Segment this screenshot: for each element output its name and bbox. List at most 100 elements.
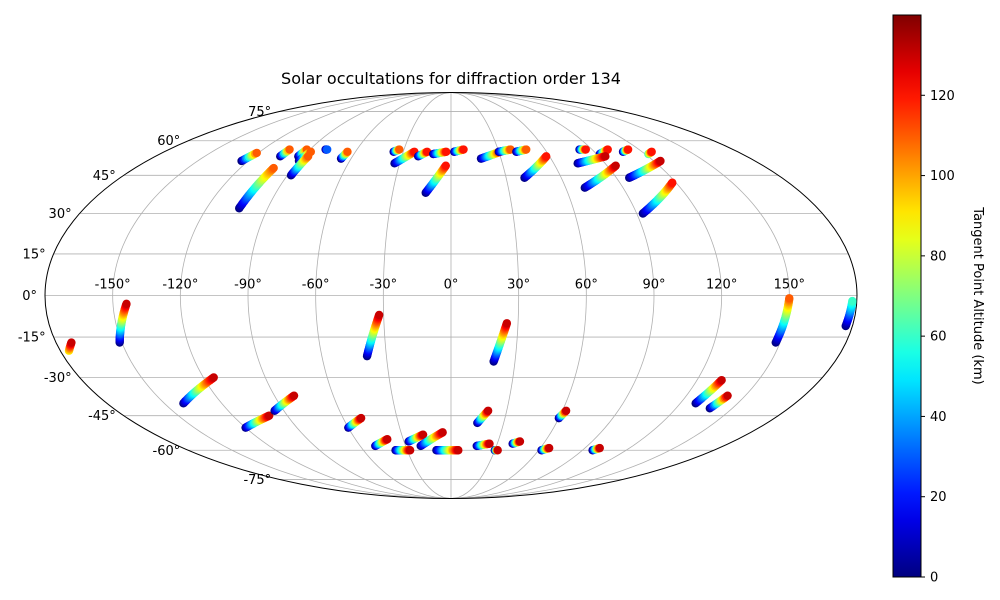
occultation-point (502, 319, 512, 328)
occultation-track (362, 310, 384, 361)
chart-title: Solar occultations for diffraction order… (281, 69, 621, 88)
occultation-point (601, 152, 610, 161)
occultation-track (841, 296, 857, 331)
occultation-track (554, 406, 571, 423)
occultation-point (522, 145, 531, 154)
occultation-point (454, 446, 463, 455)
longitude-tick-label: 90° (642, 278, 665, 293)
occultation-track (404, 430, 428, 446)
occultation-track (489, 319, 512, 366)
colorbar-label: Tangent Point Altitude (km) (970, 206, 985, 384)
occultation-point (581, 145, 590, 154)
occultation-point (356, 413, 366, 423)
occultation-point (289, 391, 299, 400)
occultation-point (493, 446, 502, 455)
occultation-track (270, 391, 299, 415)
latitude-tick-label: -60° (153, 444, 181, 459)
occultation-track (237, 148, 261, 166)
longitude-tick-label: 60° (575, 278, 598, 293)
occultation-track (494, 145, 515, 156)
occultation-point (252, 148, 261, 158)
occultation-point (67, 338, 76, 347)
occultation-points (64, 145, 857, 455)
latitude-tick-label: 0° (22, 289, 37, 304)
longitude-gridline (179, 92, 452, 499)
occultation-point (322, 145, 332, 154)
occultation-point (595, 443, 604, 453)
occultation-point (343, 147, 352, 156)
occultation-point (647, 147, 656, 156)
longitude-tick-label: 150° (774, 278, 805, 293)
occultation-track (705, 391, 732, 413)
occultation-track (573, 152, 610, 168)
occultation-track (421, 161, 450, 197)
colorbar-tick-label: 60 (930, 330, 947, 345)
occultation-track (537, 443, 554, 455)
occultation-point (485, 439, 494, 448)
occultation-point (656, 156, 665, 166)
occultation-point (442, 147, 451, 156)
occultation-point (848, 296, 857, 306)
occultation-track (241, 411, 274, 432)
occultation-point (374, 310, 384, 320)
colorbar-tick-label: 0 (930, 571, 938, 586)
longitude-tick-label: 0° (444, 278, 459, 293)
latitude-tick-label: 60° (157, 134, 180, 149)
longitude-gridline (315, 92, 452, 499)
occultation-point (285, 145, 294, 154)
occultation-point (544, 443, 554, 453)
longitude-tick-label: -60° (302, 278, 330, 293)
occultation-track (389, 145, 404, 156)
occultation-point (122, 299, 131, 309)
colorbar-tick-label: 40 (930, 410, 947, 425)
longitude-tick-label: -30° (369, 278, 397, 293)
longitude-tick-label: -90° (234, 278, 262, 293)
occultation-point (717, 375, 726, 385)
occultation-track (644, 147, 656, 159)
occultation-point (542, 152, 551, 161)
occultation-point (561, 406, 571, 415)
latitude-tick-label: 30° (49, 207, 72, 222)
latitude-tick-label: -75° (243, 473, 271, 488)
colorbar-tick-label: 20 (930, 490, 947, 505)
occultation-track (490, 446, 502, 455)
occultation-point (785, 294, 794, 303)
occultation-point (269, 163, 278, 173)
occultation-track (473, 406, 493, 428)
occultation-track (580, 161, 620, 192)
latitude-tick-label: -15° (18, 331, 46, 346)
colorbar-tick-label: 120 (930, 89, 955, 104)
occultation-point (438, 428, 447, 437)
occultation-track (429, 147, 451, 159)
longitude-gridline (247, 92, 452, 499)
occultation-point (611, 161, 620, 170)
occultation-point (623, 145, 633, 154)
latitude-tick-label: 15° (23, 247, 46, 262)
graticule (45, 92, 857, 499)
occultation-point (303, 152, 313, 161)
longitude-tick-labels: -150° -120° -90° -60° -30° 0° 30° 60° 90° 120° 150… (95, 278, 805, 293)
occultation-track (391, 446, 415, 455)
occultation-point (405, 446, 415, 455)
longitude-tick-label: 120° (706, 278, 737, 293)
longitude-gridline (450, 92, 655, 499)
occultation-point (441, 161, 450, 170)
longitude-gridline (450, 92, 723, 499)
occultation-track (691, 375, 726, 408)
latitude-tick-label: -30° (44, 371, 72, 386)
occultation-track (508, 437, 525, 448)
occultation-point (383, 435, 392, 444)
occultation-track (336, 147, 352, 163)
occultation-track (588, 443, 604, 455)
longitude-tick-label: -120° (162, 278, 198, 293)
occultation-track (321, 145, 332, 154)
colorbar-gradient (892, 14, 922, 578)
occultation-point (723, 391, 732, 400)
occultation-track (575, 145, 590, 154)
occultation-track (371, 435, 392, 451)
occultation-track (344, 413, 366, 432)
occultation-track (276, 145, 294, 161)
occultation-track (286, 152, 313, 180)
occultation-track (520, 152, 551, 182)
